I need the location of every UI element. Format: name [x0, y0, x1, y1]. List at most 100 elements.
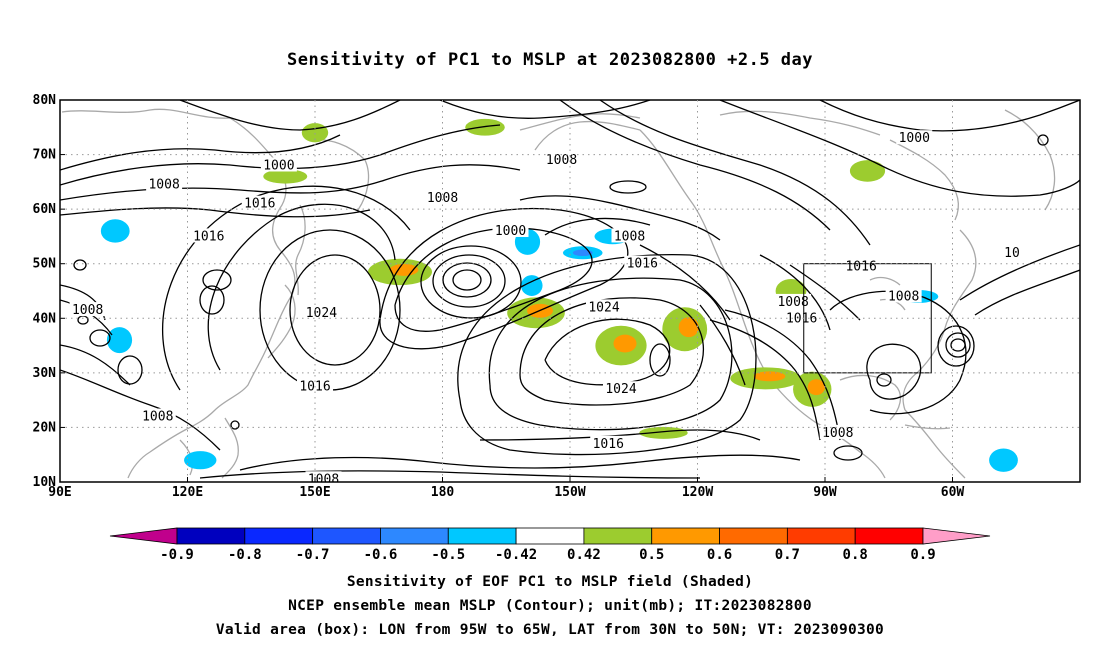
lat-tick-label: 30N: [33, 366, 57, 381]
contour-label: 1016: [786, 311, 817, 326]
colorbar-label: 0.7: [775, 547, 800, 563]
colorbar-segment: [447, 527, 517, 545]
high-sensitivity-core: [613, 334, 637, 353]
contour-label: 1016: [845, 259, 876, 274]
high-sensitivity-core: [753, 371, 786, 382]
contour-label-bg: [424, 190, 461, 205]
colorbar: -0.9 -0.8 -0.7 -0.6 -0.5 -0.42 0.42 0.5 0.6 0.7 0.…: [109, 527, 991, 563]
colorbar-label: 0.6: [707, 547, 732, 563]
lon-tick-label: 150W: [554, 485, 585, 500]
lat-tick-label: 60N: [33, 202, 57, 217]
contour-label-bg: [241, 195, 278, 210]
lon-tick-label: 120W: [682, 485, 713, 500]
high-sensitivity-region: [465, 118, 505, 136]
lon-tick-label: 90E: [48, 485, 71, 500]
low-sensitivity-region: [106, 327, 133, 354]
contour-label: 1016: [627, 257, 658, 272]
contour-label-bg: [297, 378, 333, 393]
caption-line-1: Sensitivity of EOF PC1 to MSLP field (Sh…: [346, 574, 754, 590]
lon-tick-label: 60W: [941, 485, 965, 500]
high-sensitivity-core: [807, 379, 825, 396]
colorbar-segment: [719, 527, 788, 545]
colorbar-segment: [312, 527, 381, 545]
lon-tick-label: 120E: [172, 485, 203, 500]
low-sensitivity-core: [192, 455, 209, 465]
lon-tick-label: 90W: [813, 485, 837, 500]
lat-tick-label: 40N: [33, 311, 57, 326]
contour-label: 1024: [306, 306, 337, 321]
lat-tick-label: 20N: [33, 420, 57, 435]
high-sensitivity-region: [263, 169, 308, 184]
colorbar-segment: [651, 527, 720, 545]
contour-label-bg: [819, 424, 856, 439]
low-sensitivity-core: [996, 454, 1011, 467]
colorbar-segment: [854, 527, 924, 545]
contour-label: 1000: [899, 131, 930, 146]
contour-label: 1016: [244, 197, 275, 212]
contour-label-bg: [303, 304, 340, 319]
contour-label-bg: [843, 258, 880, 273]
colorbar-label: 0.42: [567, 547, 601, 563]
contour-label: 1008: [427, 191, 458, 206]
contour-label-bg: [590, 435, 627, 450]
colorbar-segment: [380, 527, 449, 545]
contour-label-bg: [775, 293, 812, 308]
contour-label-bg: [1002, 244, 1022, 259]
caption-line-3: Valid area (box): LON from 95W to 65W, L…: [215, 622, 885, 638]
contour-label-bg: [260, 157, 297, 172]
lon-tick-label: 180: [431, 485, 455, 500]
lat-tick-label: 50N: [33, 257, 57, 272]
high-sensitivity-region: [639, 426, 688, 439]
contour-label-bg: [783, 310, 820, 325]
contour-label-bg: [139, 408, 176, 423]
colorbar-label: -0.6: [364, 547, 398, 563]
colorbar-segment: [515, 527, 585, 545]
colorbar-label: -0.42: [495, 547, 537, 563]
page-title: Sensitivity of PC1 to MSLP at 2023082800…: [286, 50, 813, 70]
sensitivity-shading: [100, 118, 1018, 472]
contour-label: 1016: [193, 229, 224, 244]
contour-label: 1008: [546, 153, 577, 168]
contour-label: 1008: [142, 410, 173, 425]
contour-label-bg: [896, 130, 933, 145]
contour-label: 1008: [72, 303, 103, 318]
contour-label-bg: [146, 176, 183, 191]
lat-tick-label: 70N: [33, 148, 57, 163]
high-sensitivity-region: [849, 160, 886, 182]
low-sensitivity-core: [572, 249, 593, 257]
contour-label-bg: [586, 299, 622, 314]
high-sensitivity-core: [678, 317, 699, 338]
contour-label-bg: [492, 222, 529, 237]
lat-tick-label: 10N: [33, 475, 57, 490]
contour-label: 1000: [495, 224, 526, 239]
lat-tick-label: 80N: [33, 93, 57, 108]
contour-label-bg: [69, 302, 106, 317]
contour-label: 1008: [822, 426, 853, 441]
lon-tick-label: 150E: [299, 485, 330, 500]
contour-label: 1008: [148, 178, 179, 193]
colorbar-label: 0.9: [910, 547, 935, 563]
contour-label-bg: [624, 255, 661, 270]
contour-label: 1008: [308, 472, 339, 487]
low-sensitivity-core: [521, 235, 534, 249]
contour-label: 1024: [605, 382, 636, 397]
colorbar-segment: [244, 527, 314, 545]
colorbar-segment: [786, 527, 856, 545]
contour-labels: 1000100810161016100810001008100810161024…: [69, 130, 1022, 487]
valid-area-box: [803, 263, 932, 374]
contour-label-bg: [603, 381, 639, 396]
colorbar-right-triangle: [922, 527, 991, 545]
contour-label: 1008: [614, 229, 645, 244]
contour-label-bg: [611, 228, 648, 243]
contour-label: 1008: [777, 295, 808, 310]
contour-label-bg: [190, 228, 227, 243]
contour-label-bg: [305, 471, 342, 482]
caption-line-2: NCEP ensemble mean MSLP (Contour); unit(…: [288, 598, 812, 614]
colorbar-label: -0.5: [431, 547, 465, 563]
map-axes: 90E 120E 150E 180 150W 120W 90W 60W 80N 70N 60N 50N…: [33, 93, 965, 500]
colorbar-label: -0.8: [228, 547, 262, 563]
contour-label-bg: [885, 288, 922, 303]
colorbar-label: -0.9: [160, 547, 194, 563]
contour-label: 1000: [263, 158, 294, 173]
